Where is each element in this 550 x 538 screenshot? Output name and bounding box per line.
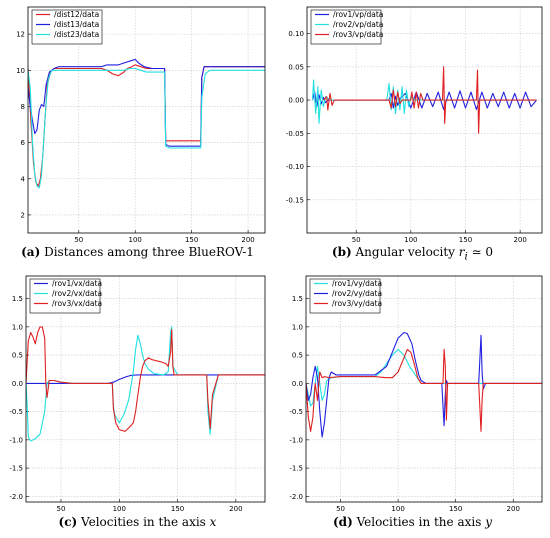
x-tick-label: 150 <box>185 236 198 244</box>
series-line-dist23-data <box>28 67 265 189</box>
caption-a-label: (a) <box>21 245 41 259</box>
series-line-rov1-vp-data <box>311 90 537 110</box>
caption-d-text: Velocities in the axis <box>356 515 482 529</box>
x-tick-label: 200 <box>241 236 254 244</box>
y-tick-label: 1.5 <box>12 295 23 303</box>
x-tick-label: 100 <box>391 505 404 513</box>
x-tick-label: 150 <box>449 505 462 513</box>
legend-label: /dist12/data <box>54 10 99 19</box>
x-tick-label: 200 <box>507 505 520 513</box>
plot-frame <box>306 6 543 234</box>
series-line-rov3-vy-data <box>306 348 542 432</box>
y-tick-label: 8 <box>21 103 25 111</box>
legend-label: /dist13/data <box>54 20 99 29</box>
y-tick-label: -0.05 <box>286 130 304 138</box>
y-tick-label: 1.0 <box>292 323 303 331</box>
legend-label: /rov2/vy/data <box>332 289 382 298</box>
caption-a-text: Distances among three BlueROV-1 <box>44 245 254 259</box>
y-tick-label: 0.0 <box>12 380 23 388</box>
plot-area <box>307 7 542 233</box>
y-tick-label: 1.0 <box>12 323 23 331</box>
x-tick-label: 100 <box>129 236 142 244</box>
y-tick-label: 1.5 <box>292 295 303 303</box>
legend-box <box>310 9 382 45</box>
plot-frame <box>25 275 266 503</box>
y-tick-label: -1.0 <box>9 436 23 444</box>
series-line-rov3-vp-data <box>323 66 537 134</box>
panel-c: 50 100 150 200 -2.0 -1.5 -1.0 -0.5 0.0 0.5 1.0 1.5 /… <box>9 275 266 513</box>
y-tick-label: -1.0 <box>289 436 303 444</box>
panel-b: 50 100 150 200 -0.15 -0.10 -0.05 0.00 0.05 0.10/r… <box>286 6 543 244</box>
caption-b-math-sub: i <box>464 251 468 263</box>
caption-b: (b) Angular velocity ri ≃ 0 <box>275 245 550 262</box>
caption-d: (d) Velocities in the axis y <box>275 515 550 529</box>
caption-c: (c) Velocities in the axis x <box>0 515 275 529</box>
y-tick-label: -1.5 <box>9 465 23 473</box>
y-tick-label: -0.10 <box>286 163 304 171</box>
caption-b-text: Angular velocity <box>355 245 455 259</box>
series-line-rov3-vx-data <box>26 326 265 432</box>
legend-label: /rov1/vx/data <box>52 279 102 288</box>
y-tick-label: -0.5 <box>289 408 303 416</box>
y-tick-label: 0.0 <box>292 380 303 388</box>
y-tick-label: -2.0 <box>289 493 303 501</box>
legend-label: /rov3/vp/data <box>333 30 383 39</box>
caption-b-math: r <box>458 245 465 259</box>
legend-label: /rov2/vp/data <box>333 20 383 29</box>
legend-label: /rov3/vx/data <box>52 299 102 308</box>
x-tick-label: 100 <box>113 505 126 513</box>
y-tick-label: 2 <box>21 211 25 219</box>
y-tick-label: -0.5 <box>9 408 23 416</box>
x-tick-label: 150 <box>171 505 184 513</box>
caption-d-label: (d) <box>333 515 353 529</box>
series-line-rov2-vy-data <box>306 331 542 438</box>
x-tick-label: 150 <box>459 236 472 244</box>
y-tick-label: 4 <box>21 175 26 183</box>
caption-c-label: (c) <box>58 515 78 529</box>
legend-label: /rov3/vy/data <box>332 299 382 308</box>
y-tick-label: 6 <box>21 139 26 147</box>
y-tick-label: 10 <box>16 67 25 75</box>
y-tick-label: 0.5 <box>12 352 23 360</box>
x-tick-label: 50 <box>352 236 361 244</box>
series-line-rov2-vp-data <box>311 79 537 124</box>
legend-box <box>29 278 101 314</box>
legend-box <box>31 9 103 45</box>
legend-box <box>309 278 381 314</box>
plot-area <box>26 276 265 502</box>
legend-label: /rov1/vy/data <box>332 279 382 288</box>
legend-label: /dist23/data <box>54 30 99 39</box>
caption-c-math: x <box>209 515 217 529</box>
y-tick-label: -1.5 <box>289 465 303 473</box>
panel-a: 50 100 150 200 2 4 6 8 10 12/dist12/data/dist13/d… <box>16 6 266 244</box>
caption-c-text: Velocities in the axis <box>81 515 206 529</box>
plot-area <box>306 276 542 502</box>
y-tick-label: -0.15 <box>286 196 304 204</box>
x-tick-label: 100 <box>404 236 417 244</box>
plot-frame <box>305 275 543 503</box>
legend-label: /rov2/vx/data <box>52 289 102 298</box>
caption-b-label: (b) <box>331 245 352 259</box>
y-tick-label: 0.5 <box>292 352 303 360</box>
caption-d-math: y <box>485 515 492 529</box>
y-tick-label: 12 <box>16 31 25 39</box>
x-tick-label: 50 <box>74 236 83 244</box>
x-tick-label: 50 <box>57 505 66 513</box>
caption-b-math-rest: ≃ 0 <box>467 245 494 259</box>
plot-area <box>28 7 265 233</box>
legend-label: /rov1/vp/data <box>333 10 383 19</box>
caption-a: (a) Distances among three BlueROV-1 <box>0 245 275 259</box>
x-tick-label: 50 <box>336 505 345 513</box>
y-tick-label: 0.00 <box>288 97 304 105</box>
y-tick-label: 0.05 <box>288 63 304 71</box>
y-tick-label: 0.10 <box>288 30 304 38</box>
plot-frame <box>27 6 266 234</box>
panel-d: 50 100 150 200 -2.0 -1.5 -1.0 -0.5 0.0 0.5 1.0 1.5 /… <box>289 275 543 513</box>
x-tick-label: 200 <box>513 236 526 244</box>
x-tick-label: 200 <box>229 505 242 513</box>
y-tick-label: -2.0 <box>9 493 23 501</box>
